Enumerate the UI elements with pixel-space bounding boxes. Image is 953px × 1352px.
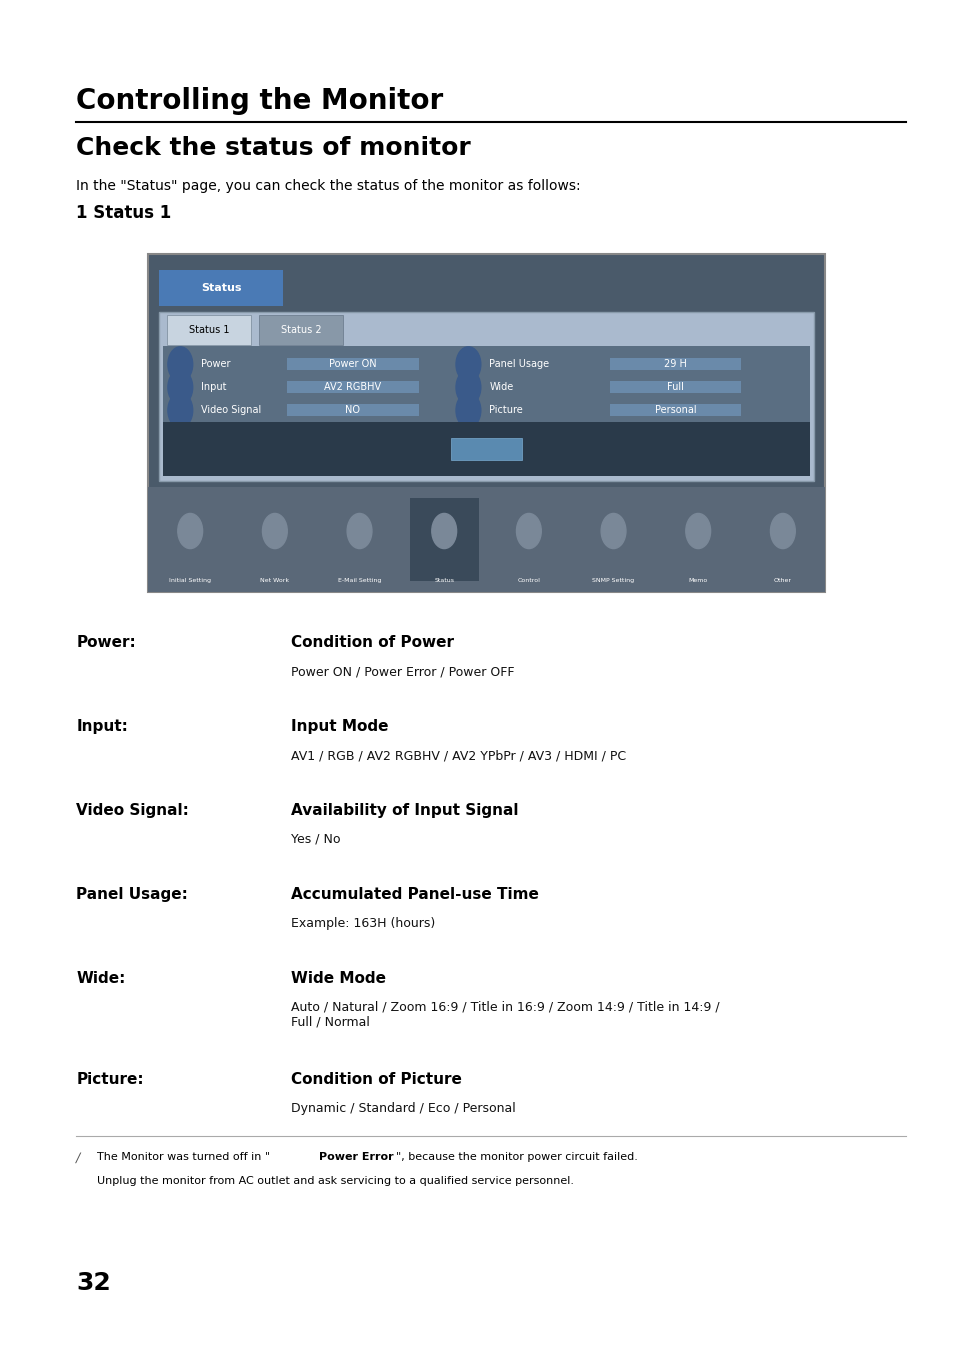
Text: Panel Usage:: Panel Usage: xyxy=(76,887,188,902)
FancyBboxPatch shape xyxy=(451,438,522,460)
FancyBboxPatch shape xyxy=(609,381,740,393)
Text: Power ON: Power ON xyxy=(329,360,376,369)
Text: 1 Status 1: 1 Status 1 xyxy=(76,204,172,222)
Text: Unplug the monitor from AC outlet and ask servicing to a qualified service perso: Unplug the monitor from AC outlet and as… xyxy=(97,1176,574,1186)
Text: Availability of Input Signal: Availability of Input Signal xyxy=(291,803,517,818)
FancyBboxPatch shape xyxy=(167,315,251,345)
Text: NO: NO xyxy=(345,406,360,415)
Text: Panel Usage: Panel Usage xyxy=(489,360,549,369)
Circle shape xyxy=(516,514,540,549)
Text: Yes / No: Yes / No xyxy=(291,833,340,846)
Circle shape xyxy=(600,514,625,549)
Circle shape xyxy=(177,514,202,549)
Text: Status: Status xyxy=(201,283,241,293)
Text: Picture: Picture xyxy=(489,406,522,415)
Text: The Monitor was turned off in ": The Monitor was turned off in " xyxy=(97,1152,270,1161)
FancyBboxPatch shape xyxy=(148,487,824,592)
FancyBboxPatch shape xyxy=(287,358,418,370)
Circle shape xyxy=(168,346,193,381)
Text: In the "Status" page, you can check the status of the monitor as follows:: In the "Status" page, you can check the … xyxy=(76,180,580,193)
FancyBboxPatch shape xyxy=(159,270,283,306)
FancyBboxPatch shape xyxy=(163,346,809,476)
Circle shape xyxy=(347,514,372,549)
Text: Input: Input xyxy=(201,383,227,392)
Text: Controlling the Monitor: Controlling the Monitor xyxy=(76,87,443,115)
Text: AV1 / RGB / AV2 RGBHV / AV2 YPbPr / AV3 / HDMI / PC: AV1 / RGB / AV2 RGBHV / AV2 YPbPr / AV3 … xyxy=(291,749,625,763)
Text: 29 H: 29 H xyxy=(663,360,686,369)
Text: Wide:: Wide: xyxy=(76,971,126,986)
Text: Power:: Power: xyxy=(76,635,136,650)
Text: Net Work: Net Work xyxy=(260,577,289,583)
Circle shape xyxy=(262,514,287,549)
Text: Dynamic / Standard / Eco / Personal: Dynamic / Standard / Eco / Personal xyxy=(291,1102,516,1115)
FancyBboxPatch shape xyxy=(148,254,824,592)
Text: Initial Setting: Initial Setting xyxy=(169,577,211,583)
Text: ∕: ∕ xyxy=(76,1152,80,1165)
Circle shape xyxy=(432,514,456,549)
Circle shape xyxy=(456,392,480,427)
Text: Status 1: Status 1 xyxy=(189,324,229,335)
Text: Check the status of monitor: Check the status of monitor xyxy=(76,135,471,160)
FancyBboxPatch shape xyxy=(609,404,740,416)
Circle shape xyxy=(456,369,480,406)
Text: SNMP Setting: SNMP Setting xyxy=(592,577,634,583)
Circle shape xyxy=(770,514,795,549)
Text: Wide Mode: Wide Mode xyxy=(291,971,386,986)
Text: Power ON / Power Error / Power OFF: Power ON / Power Error / Power OFF xyxy=(291,665,514,679)
Text: Input Mode: Input Mode xyxy=(291,719,388,734)
FancyBboxPatch shape xyxy=(410,498,478,581)
Text: Control: Control xyxy=(517,577,539,583)
Text: Personal: Personal xyxy=(654,406,696,415)
Text: Full: Full xyxy=(666,383,683,392)
Text: Auto / Natural / Zoom 16:9 / Title in 16:9 / Zoom 14:9 / Title in 14:9 /
Full / : Auto / Natural / Zoom 16:9 / Title in 16… xyxy=(291,1000,719,1029)
Text: Memo: Memo xyxy=(688,577,707,583)
Text: Input:: Input: xyxy=(76,719,128,734)
Text: Status: Status xyxy=(434,577,454,583)
Text: Power: Power xyxy=(201,360,231,369)
Text: AV2 RGBHV: AV2 RGBHV xyxy=(324,383,381,392)
Text: 32: 32 xyxy=(76,1271,111,1295)
Text: Picture:: Picture: xyxy=(76,1072,144,1087)
Circle shape xyxy=(685,514,710,549)
FancyBboxPatch shape xyxy=(259,315,343,345)
Circle shape xyxy=(168,392,193,427)
Text: ", because the monitor power circuit failed.: ", because the monitor power circuit fai… xyxy=(395,1152,638,1161)
FancyBboxPatch shape xyxy=(159,312,813,481)
Text: Accumulated Panel-use Time: Accumulated Panel-use Time xyxy=(291,887,538,902)
FancyBboxPatch shape xyxy=(609,358,740,370)
Text: Video Signal: Video Signal xyxy=(201,406,261,415)
FancyBboxPatch shape xyxy=(287,404,418,416)
Text: Power Error: Power Error xyxy=(318,1152,393,1161)
Text: Wide: Wide xyxy=(489,383,513,392)
Text: Condition of Picture: Condition of Picture xyxy=(291,1072,461,1087)
Text: E-Mail Setting: E-Mail Setting xyxy=(337,577,381,583)
Circle shape xyxy=(456,346,480,381)
FancyBboxPatch shape xyxy=(163,422,809,476)
Text: Other: Other xyxy=(773,577,791,583)
Text: Video Signal:: Video Signal: xyxy=(76,803,189,818)
FancyBboxPatch shape xyxy=(287,381,418,393)
Circle shape xyxy=(168,369,193,406)
Text: Example: 163H (hours): Example: 163H (hours) xyxy=(291,917,435,930)
Text: Status 2: Status 2 xyxy=(281,324,321,335)
Text: Condition of Power: Condition of Power xyxy=(291,635,454,650)
